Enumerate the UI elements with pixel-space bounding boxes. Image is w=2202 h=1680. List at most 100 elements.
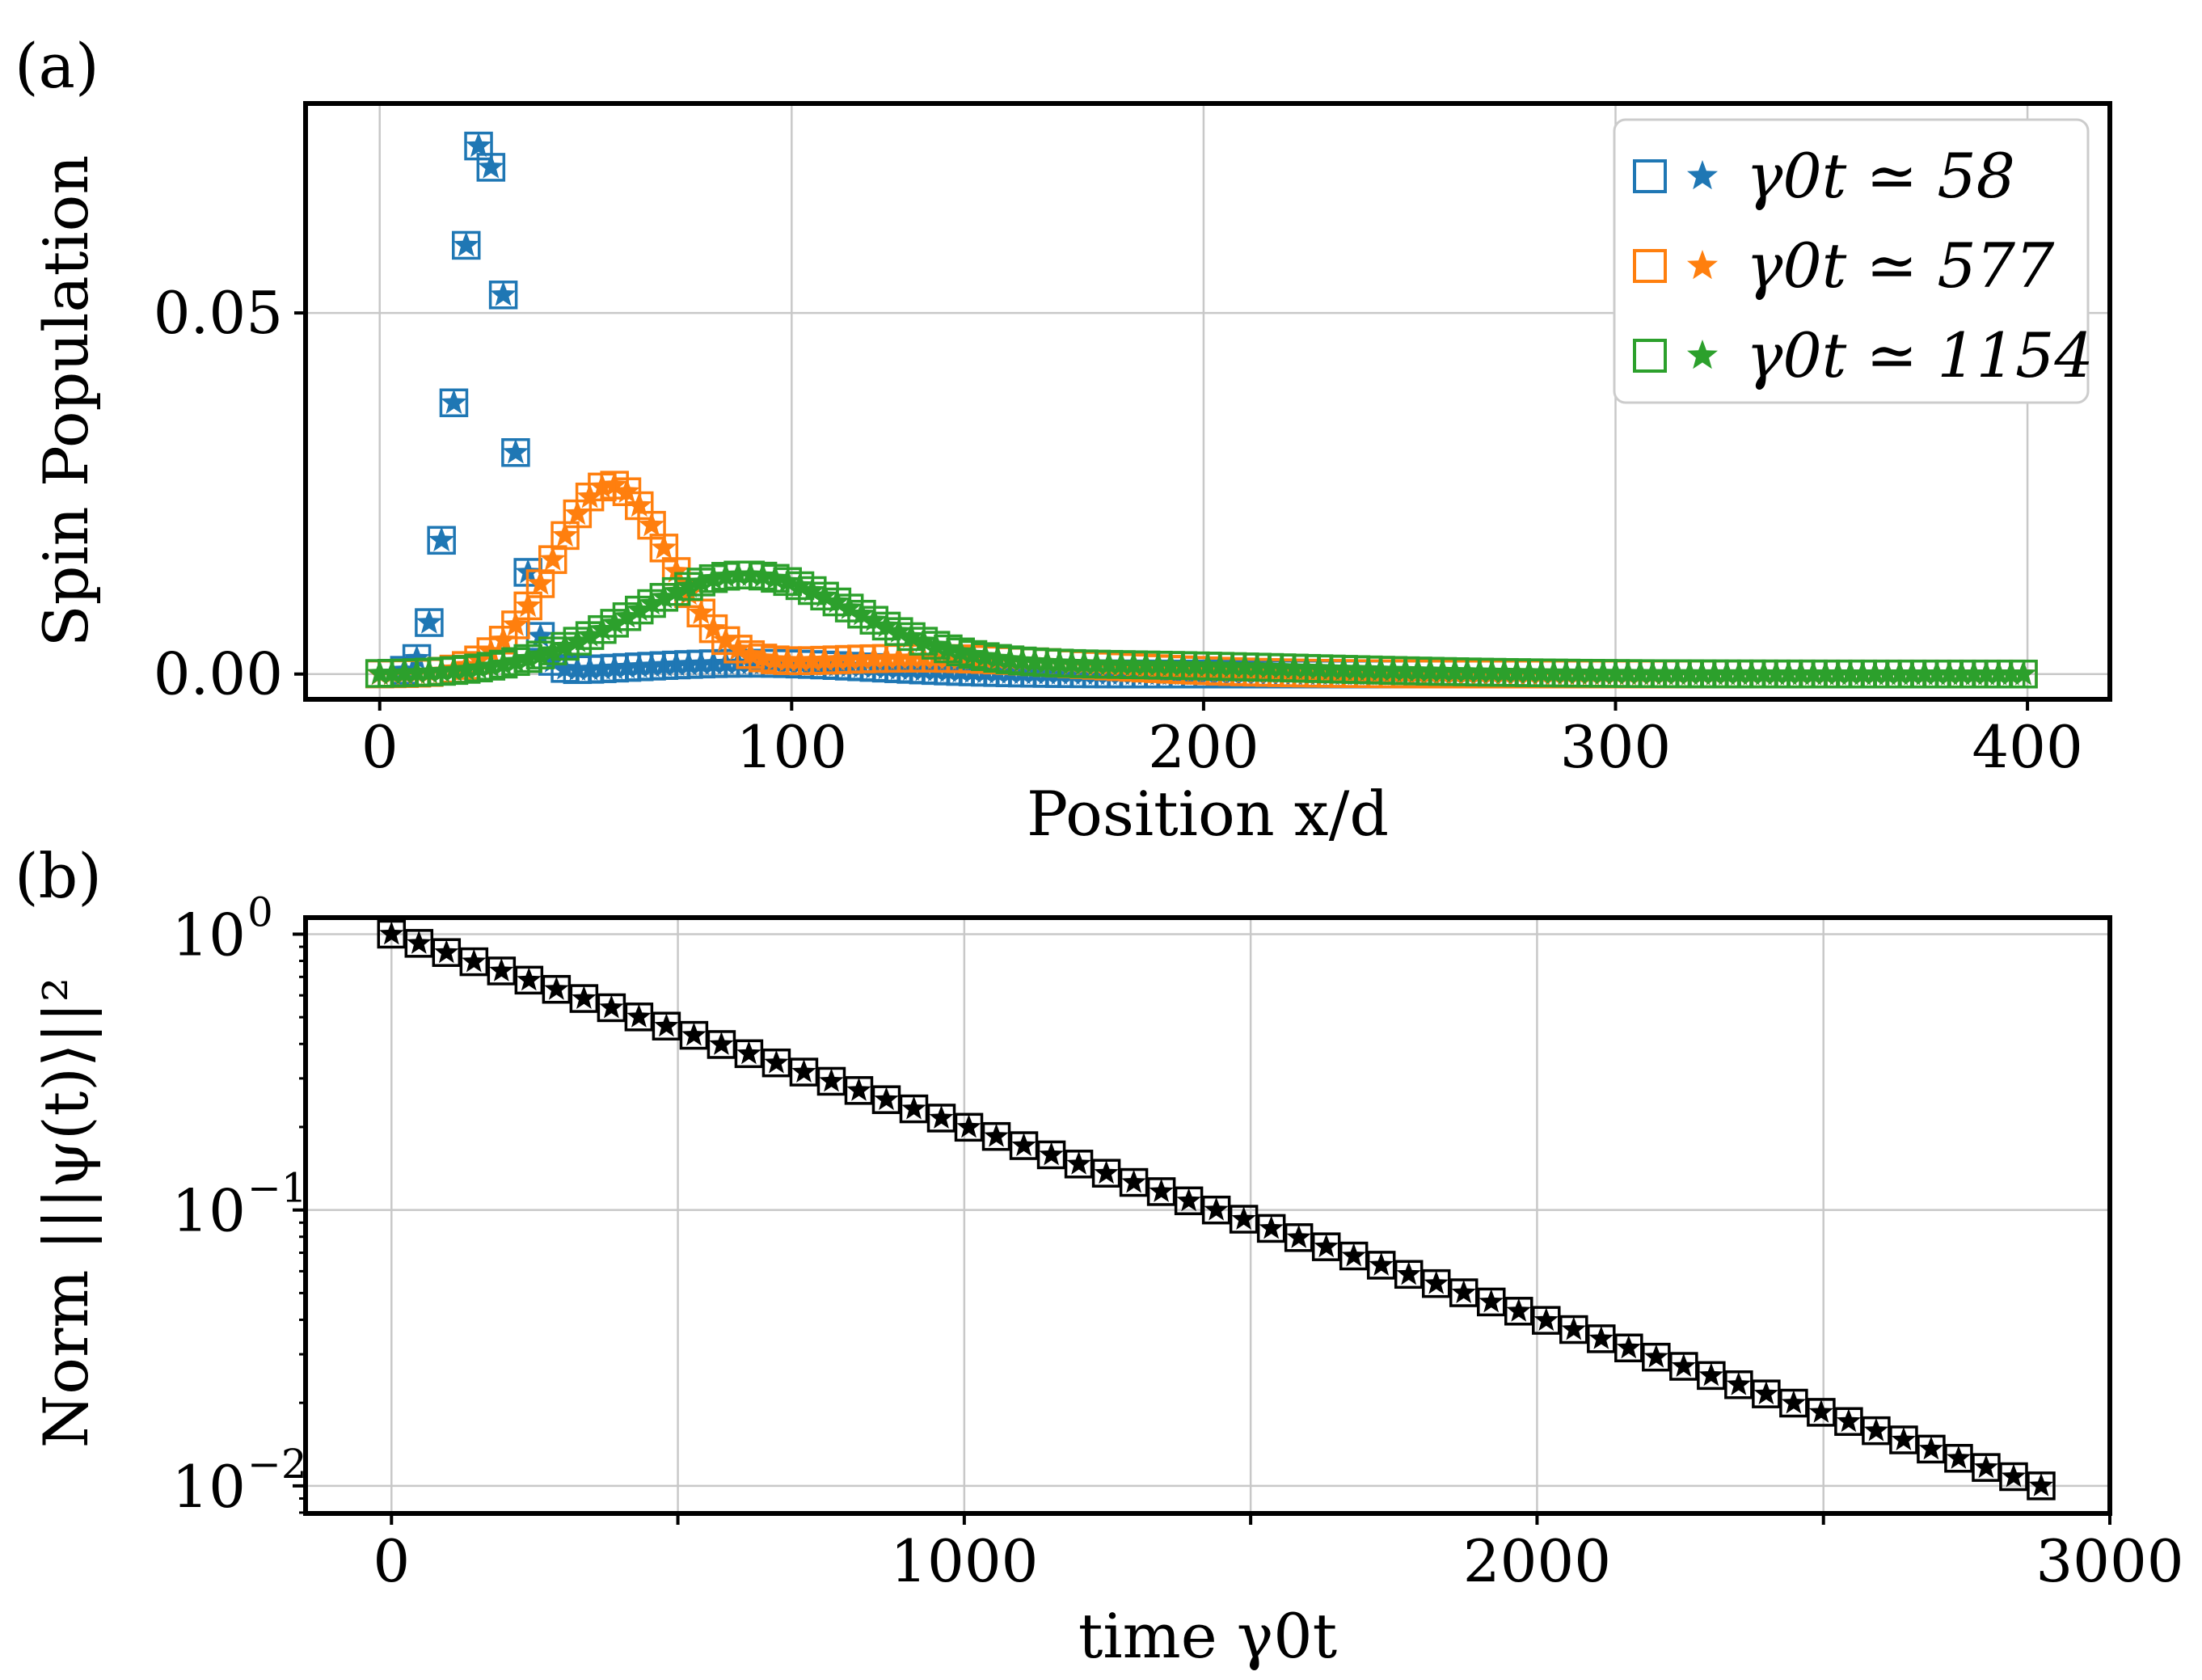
x-tick-label: 100	[736, 713, 847, 781]
data-point-star	[984, 1123, 1009, 1147]
data-point-square	[1174, 1186, 1204, 1216]
data-point-square	[1752, 1379, 1781, 1408]
data-point-star	[490, 281, 517, 306]
data-point-star	[1561, 1316, 1586, 1340]
data-point-square	[1504, 1297, 1533, 1326]
y-tick-label: 10	[171, 901, 246, 969]
data-point-star	[1094, 1160, 1119, 1184]
data-point-square	[1064, 1150, 1094, 1179]
data-point-star	[434, 939, 459, 964]
x-tick-label: 0	[361, 713, 399, 781]
x-tick-label: 1000	[890, 1527, 1038, 1595]
data-point-square	[1834, 1407, 1863, 1437]
data-point-square	[377, 919, 407, 949]
data-point-star	[929, 1104, 954, 1129]
panel-a-marks	[365, 131, 2038, 689]
data-point-square	[1614, 1333, 1643, 1363]
y-tick-label: 0.05	[154, 279, 283, 347]
data-point-square	[816, 1066, 846, 1096]
data-point-square	[1724, 1370, 1753, 1399]
data-point-star	[1204, 1197, 1229, 1221]
y-tick-exponent: −2	[247, 1441, 307, 1488]
panel-a-xlabel: Position x/d	[1027, 778, 1389, 850]
data-point-square	[1642, 1342, 1671, 1372]
data-point-square	[1476, 1287, 1506, 1317]
legend-star-marker	[1687, 340, 1718, 369]
data-point-star	[1011, 1133, 1036, 1156]
data-point-star	[1891, 1427, 1917, 1450]
data-point-star	[1946, 1445, 1972, 1469]
data-point-square	[1972, 1453, 2001, 1482]
data-point-square	[1394, 1260, 1424, 1290]
data-point-square	[597, 993, 626, 1023]
legend-star-marker	[1687, 160, 1718, 190]
panel-b-xlabel: time γ0t	[1078, 1600, 1337, 1672]
panel-a-label: (a)	[15, 30, 99, 102]
data-point-square	[679, 1020, 709, 1050]
panel-a-ylabel: Spin Population	[30, 155, 102, 648]
data-point-square	[1532, 1306, 1561, 1335]
data-point-star	[1918, 1436, 1944, 1460]
data-point-star	[626, 492, 652, 517]
data-point-star	[416, 609, 442, 634]
data-point-star	[791, 1059, 816, 1083]
data-point-square	[1807, 1398, 1836, 1427]
data-point-star	[1369, 1252, 1394, 1276]
legend-box	[1613, 118, 2090, 404]
data-point-star	[1808, 1399, 1834, 1423]
data-point-square	[542, 974, 572, 1004]
data-point-star	[1781, 1390, 1807, 1414]
data-point-star	[764, 1049, 789, 1074]
legend-square-marker	[1633, 339, 1667, 373]
series-norm	[377, 919, 2056, 1501]
x-tick-label: 200	[1148, 713, 1259, 781]
data-point-square	[514, 965, 544, 995]
data-point-star	[638, 511, 665, 537]
panel-b-label: (b)	[15, 840, 102, 912]
legend-label: γ0t ≃ 1154	[1746, 319, 2094, 391]
data-point-square	[1284, 1223, 1314, 1252]
data-point-square	[981, 1121, 1011, 1151]
legend-star-marker	[1687, 250, 1718, 280]
data-point-star	[1341, 1243, 1366, 1267]
data-point-star	[681, 1022, 707, 1046]
data-point-star	[453, 231, 479, 257]
data-point-square	[487, 956, 517, 986]
data-point-star	[2001, 1463, 2027, 1488]
legend-square-marker	[1633, 159, 1667, 193]
data-point-star	[874, 1087, 899, 1111]
data-point-square	[1229, 1205, 1259, 1234]
y-tick-exponent: 0	[247, 889, 273, 935]
data-point-star	[1066, 1150, 1091, 1175]
data-point-star	[654, 1013, 679, 1037]
data-point-star	[1671, 1353, 1696, 1377]
data-point-star	[539, 546, 566, 571]
data-point-star	[1176, 1188, 1201, 1212]
data-point-star	[956, 1114, 981, 1138]
x-tick-label: 2000	[1463, 1527, 1611, 1595]
data-point-square	[1201, 1195, 1231, 1225]
data-point-star	[1314, 1234, 1339, 1258]
panel-a-ticks: 0 100 200 300 400 0.00 0.05	[154, 279, 2083, 781]
data-point-star	[428, 526, 455, 552]
data-point-square	[1421, 1268, 1451, 1298]
data-point-star	[626, 1003, 652, 1028]
data-point-star	[901, 1095, 926, 1120]
legend-label: γ0t ≃ 577	[1746, 230, 2055, 302]
data-point-square	[1944, 1444, 1973, 1473]
data-point-star	[489, 958, 514, 981]
legend-label: γ0t ≃ 58	[1746, 140, 2015, 212]
data-point-square	[1889, 1425, 1918, 1454]
x-tick-label: 300	[1560, 713, 1671, 781]
data-point-star	[403, 644, 430, 670]
panel-b-frame	[303, 915, 2112, 1516]
data-point-square	[1697, 1361, 1726, 1391]
panel-b-grid	[306, 918, 2111, 1513]
data-point-star	[527, 623, 554, 648]
data-point-star	[379, 921, 404, 945]
data-point-star	[407, 930, 432, 954]
data-point-square	[1091, 1159, 1121, 1188]
